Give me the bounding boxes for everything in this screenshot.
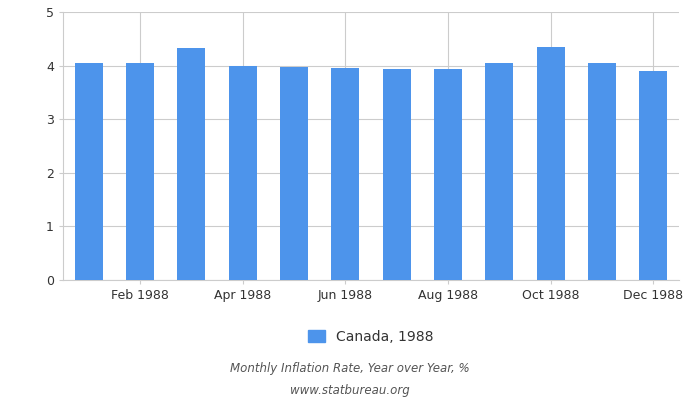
Bar <box>536 47 565 280</box>
Bar <box>485 63 513 280</box>
Bar <box>177 48 206 280</box>
Bar <box>280 67 308 280</box>
Bar <box>434 69 462 280</box>
Bar <box>382 69 411 280</box>
Bar <box>639 72 667 280</box>
Bar <box>126 64 154 280</box>
Bar <box>228 66 257 280</box>
Text: www.statbureau.org: www.statbureau.org <box>290 384 410 397</box>
Bar <box>331 68 360 280</box>
Bar <box>74 63 103 280</box>
Text: Monthly Inflation Rate, Year over Year, %: Monthly Inflation Rate, Year over Year, … <box>230 362 470 375</box>
Legend: Canada, 1988: Canada, 1988 <box>309 330 433 344</box>
Bar <box>588 64 616 280</box>
